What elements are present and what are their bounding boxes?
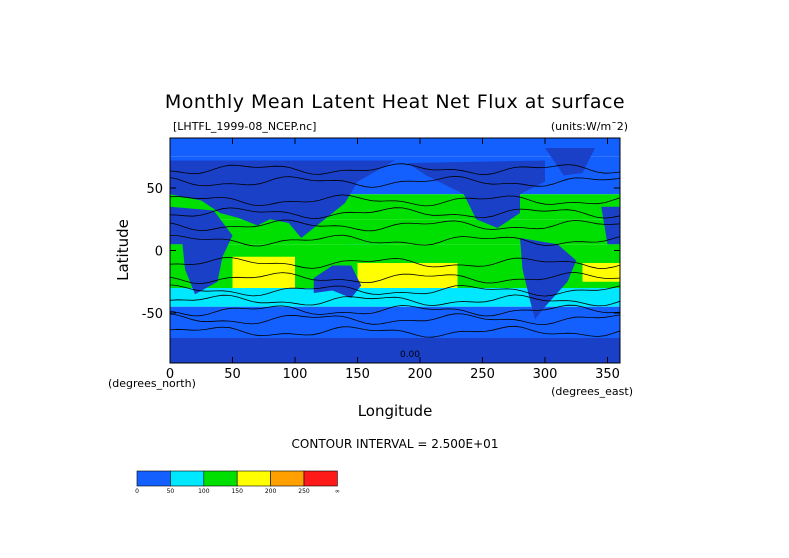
- contour-line: [170, 207, 620, 220]
- region-arctic: [170, 138, 620, 157]
- colorbar-swatch: [136, 470, 171, 487]
- y-axis-title: Latitude: [114, 219, 132, 281]
- contour-line: [170, 313, 620, 326]
- region-indian-ocean-max: [232, 256, 295, 288]
- source-file-label: [LHTFL_1999-08_NCEP.nc]: [173, 120, 316, 133]
- colorbar-swatch: [170, 470, 205, 487]
- contour-line: [170, 294, 620, 307]
- x-axis-title: Longitude: [358, 402, 433, 420]
- land-eurasia: [170, 160, 395, 238]
- colorbar-swatch: [203, 470, 238, 487]
- contour-line: [170, 194, 620, 207]
- colorbar-tick-label: 250: [298, 488, 310, 495]
- colorbar-swatch: [270, 470, 305, 487]
- colorbar-tick-label: 50: [167, 488, 175, 495]
- contour-lines: [170, 163, 620, 338]
- y-tick-label: 0: [155, 245, 163, 260]
- contour-line: [170, 256, 620, 269]
- y-unit-label: (degrees_north): [108, 377, 196, 390]
- land-antarctica: [170, 338, 620, 363]
- land-north-america: [407, 160, 545, 228]
- chart-title: Monthly Mean Latent Heat Net Flux at sur…: [165, 91, 625, 113]
- units-label: (units:W/m¯2): [551, 120, 628, 133]
- contour-line: [170, 175, 620, 188]
- x-axis: 0 50 100 150 200 250 300 350: [166, 138, 620, 382]
- y-axis: -50 0 50: [142, 182, 620, 322]
- x-tick-label: 0: [166, 367, 174, 382]
- y-tick-label: -50: [142, 307, 163, 322]
- land-africa: [601, 206, 620, 245]
- contour-line: [170, 219, 620, 232]
- contour-line: [170, 234, 620, 247]
- land-australia: [313, 265, 362, 298]
- contour-line: [170, 304, 620, 317]
- colorbar-swatch: [303, 470, 338, 487]
- colorbar-tick-label: 200: [265, 488, 277, 495]
- heatmap-field: [170, 138, 620, 363]
- contour-line: [170, 271, 620, 285]
- contour-line: [170, 163, 620, 176]
- y-tick-label: 50: [146, 182, 163, 197]
- colorbar-tick-label: 150: [231, 488, 243, 495]
- contour-interval-label: CONTOUR INTERVAL = 2.500E+01: [292, 437, 499, 451]
- colorbar-tick-label: 100: [198, 488, 210, 495]
- x-tick-label: 300: [533, 367, 558, 382]
- land-south-america: [520, 238, 577, 320]
- contour-line: [170, 325, 620, 338]
- land-greenland: [545, 148, 595, 176]
- colorbar: 0 50 100 150 200 250 ∞: [135, 470, 340, 495]
- colorbar-tick-label: 0: [135, 488, 139, 495]
- x-tick-label: 350: [595, 367, 620, 382]
- colorbar-tick-label: ∞: [335, 488, 340, 495]
- x-tick-label: 200: [408, 367, 433, 382]
- x-unit-label: (degrees_east): [551, 385, 633, 398]
- contour-line: [170, 284, 620, 297]
- region-tropics-north: [170, 219, 620, 245]
- x-tick-label: 150: [345, 367, 370, 382]
- contour-value-label: 0.00: [400, 350, 420, 360]
- x-tick-label: 50: [224, 367, 241, 382]
- colorbar-swatch: [236, 470, 271, 487]
- x-tick-label: 100: [283, 367, 308, 382]
- x-tick-label: 250: [470, 367, 495, 382]
